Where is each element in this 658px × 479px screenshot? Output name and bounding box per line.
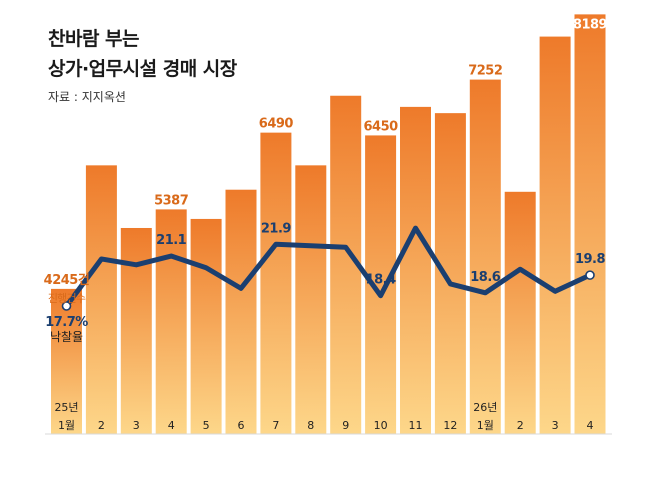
x-tick-label: 10 [374,419,388,432]
bar-value-label: 6450 [364,119,399,134]
bar-value-label: 5387 [154,193,189,208]
bar [155,209,187,434]
bar [469,79,501,434]
rate-value-label: 18.4 [366,273,397,288]
x-year-label: 25년 [54,401,78,414]
rate-value-label: 18.6 [470,270,501,285]
x-tick-label: 1월 [477,419,494,432]
x-tick-label: 3 [133,419,140,432]
x-tick-label: 3 [552,419,559,432]
bar [190,218,222,434]
x-tick-label: 4 [587,419,594,432]
bar-series-label: 진행건수 [48,292,86,305]
bar [295,165,327,434]
source-note: 자료 : 지지옥션 [48,90,126,104]
bar [51,288,82,434]
rate-point [61,301,72,311]
bar [85,165,117,434]
x-tick-label: 2 [98,419,105,432]
bar-value-label: 4245건 [44,272,90,288]
bar [260,132,292,434]
bar [539,36,571,435]
bar [225,189,257,434]
labels-layer: 1월 25년 2 3 4 5 6 7 8 9 10 11 12 1월 26년 2 3 4 4245건 5387 6490… [44,17,608,432]
x-tick-label: 9 [342,419,349,432]
x-tick-label: 5 [203,419,210,432]
rate-value-label: 17.7% [45,315,88,330]
x-tick-label: 6 [238,419,245,432]
bar [434,113,466,435]
rate-point [585,270,595,280]
bar [400,106,431,434]
bar [504,191,536,434]
rate-value-label: 21.9 [261,221,292,236]
x-year-label: 26년 [473,401,497,414]
line-series-label: 낙찰율 [50,330,83,344]
bar-value-label: 6490 [259,117,294,132]
x-tick-label: 8 [307,419,314,432]
bar [574,14,606,435]
x-tick-label: 2 [517,419,524,432]
bar-value-label: 7252 [468,64,502,79]
bars-layer [51,14,606,435]
bar-value-label: 8189 [573,17,608,32]
x-tick-label: 7 [272,419,279,432]
x-tick-label: 1월 [58,419,75,432]
x-tick-label: 12 [443,419,457,432]
rate-line [64,225,593,309]
title-block: 찬바람 부는 상가·업무시설 경매 시장 자료 : 지지옥션 [48,24,237,105]
chart-title-line2: 상가·업무시설 경매 시장 [48,58,237,80]
bar [120,227,152,434]
rate-value-label: 19.8 [575,252,606,267]
x-tick-label: 11 [409,419,423,432]
x-tick-label: 4 [168,419,175,432]
chart-title-line1: 찬바람 부는 [48,28,140,50]
rate-value-label: 21.1 [156,233,187,248]
line-layer [61,225,595,311]
